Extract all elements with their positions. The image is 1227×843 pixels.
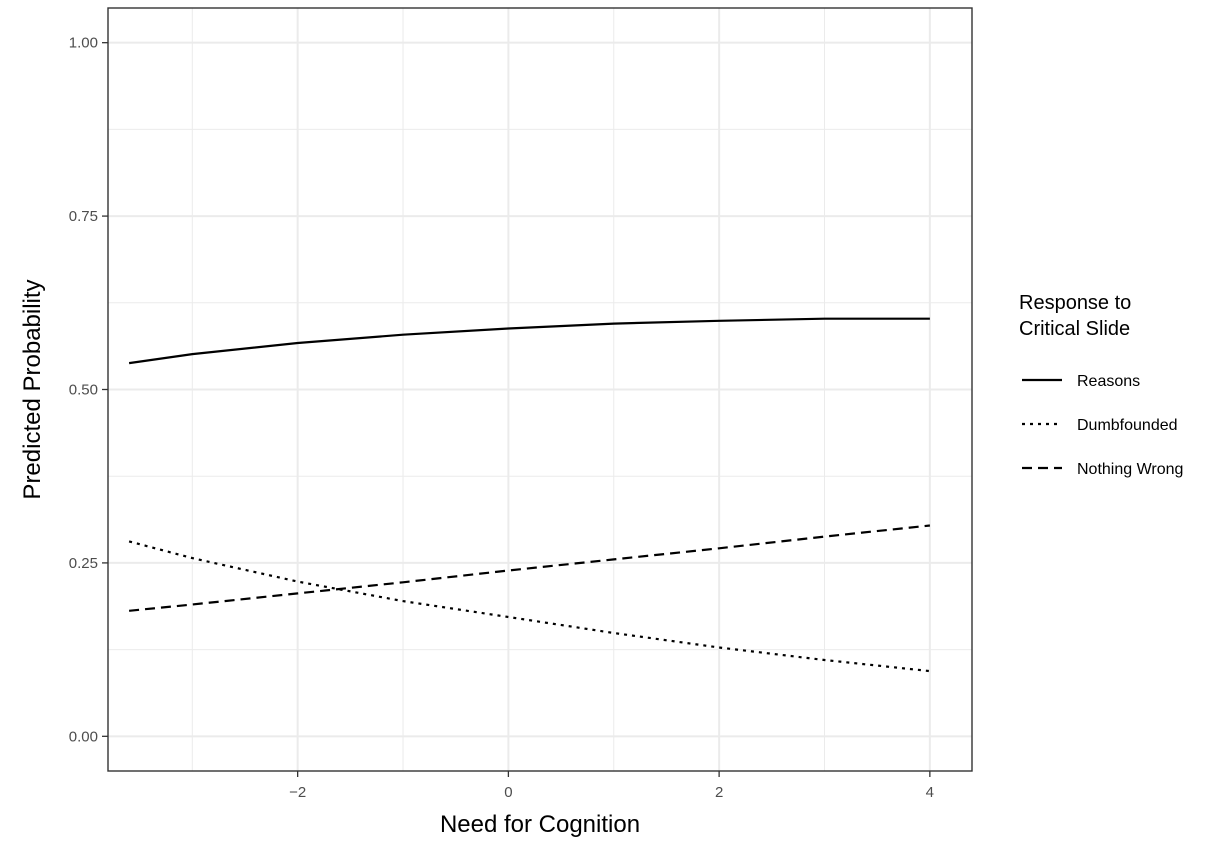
- x-tick-label: 0: [504, 784, 512, 801]
- legend-title-line-1: Response to: [1019, 292, 1131, 314]
- y-axis-title: Predicted Probability: [19, 279, 46, 499]
- x-tick-label: 4: [926, 784, 934, 801]
- legend-items: Reasons Dumbfounded Nothing Wrong: [1022, 373, 1183, 478]
- y-tick-label: 0.25: [69, 555, 98, 572]
- legend-title-line-2: Critical Slide: [1019, 318, 1130, 340]
- x-tick-label: −2: [289, 784, 306, 801]
- series-lines: [128, 317, 931, 673]
- legend-label-nothing-wrong: Nothing Wrong: [1077, 461, 1183, 478]
- y-tick-label: 0.00: [69, 728, 98, 745]
- series-line-nothing-wrong: [128, 524, 931, 612]
- grid-major: [108, 8, 972, 771]
- y-tick-label: 0.50: [69, 382, 98, 399]
- y-tick-label: 0.75: [69, 208, 98, 225]
- legend-label-reasons: Reasons: [1077, 373, 1140, 390]
- legend-label-dumbfounded: Dumbfounded: [1077, 417, 1178, 434]
- y-axis: 0.00 0.25 0.50 0.75 1.00: [69, 35, 108, 745]
- legend: Response to Critical Slide Reasons Dumbfo…: [1019, 292, 1183, 478]
- y-tick-label: 1.00: [69, 35, 98, 52]
- x-tick-label: 2: [715, 784, 723, 801]
- x-axis-title: Need for Cognition: [440, 811, 640, 838]
- x-axis: −2 0 2 4: [289, 771, 934, 801]
- plot-panel: [107, 7, 973, 772]
- series-line-reasons: [128, 317, 930, 365]
